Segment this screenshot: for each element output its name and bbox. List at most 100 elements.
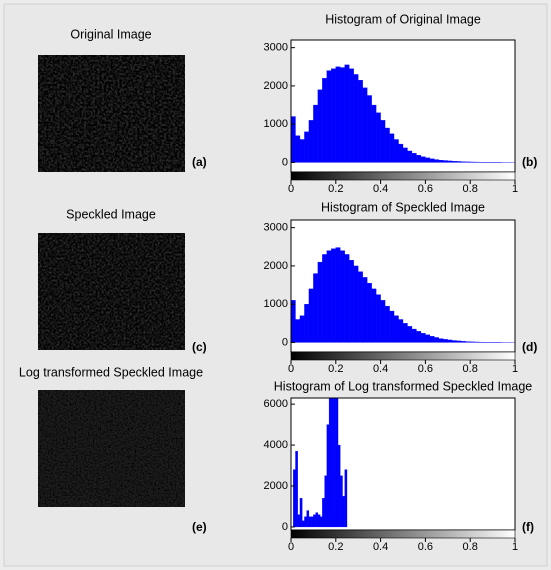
image-label: (e) bbox=[192, 520, 207, 534]
bar bbox=[326, 424, 330, 528]
bar bbox=[304, 304, 310, 343]
x-tick-label: 0.8 bbox=[463, 363, 478, 375]
bar bbox=[353, 265, 359, 343]
chart-title: Histogram of Speckled Image bbox=[321, 200, 485, 214]
bar bbox=[367, 282, 372, 343]
bar bbox=[416, 155, 422, 163]
bar bbox=[465, 341, 471, 343]
bar bbox=[380, 300, 386, 343]
x-tick-label: 0 bbox=[288, 183, 294, 195]
bar bbox=[313, 514, 316, 528]
bar bbox=[299, 315, 305, 343]
y-tick-label: 1000 bbox=[264, 298, 288, 310]
x-tick-label: 1 bbox=[512, 183, 518, 195]
histogram-label: (d) bbox=[522, 340, 537, 354]
bar bbox=[447, 339, 453, 343]
bar bbox=[389, 310, 395, 343]
bar bbox=[295, 451, 298, 528]
bar bbox=[461, 341, 466, 343]
bar bbox=[313, 273, 319, 343]
bar bbox=[380, 120, 386, 163]
bar bbox=[306, 510, 310, 528]
bar bbox=[304, 516, 307, 528]
bar bbox=[375, 294, 381, 343]
bar bbox=[349, 260, 354, 343]
x-tick-label: 0.8 bbox=[463, 541, 478, 553]
bar bbox=[362, 87, 368, 163]
bar bbox=[302, 520, 305, 528]
bar bbox=[393, 315, 399, 343]
bar bbox=[299, 139, 305, 163]
bar bbox=[342, 496, 345, 528]
bar bbox=[324, 475, 327, 528]
bar bbox=[315, 512, 319, 528]
bar bbox=[438, 159, 444, 163]
bar bbox=[456, 340, 462, 343]
y-tick-label: 2000 bbox=[264, 80, 288, 92]
y-tick-label: 3000 bbox=[264, 222, 288, 234]
bar bbox=[317, 514, 321, 528]
bar bbox=[337, 444, 341, 528]
bars bbox=[291, 247, 515, 343]
bar bbox=[335, 247, 341, 343]
bar bbox=[443, 339, 448, 343]
colorbar bbox=[290, 529, 516, 539]
bar bbox=[384, 305, 390, 343]
y-tick-label: 6000 bbox=[264, 398, 288, 410]
bar bbox=[308, 516, 312, 528]
bar bbox=[319, 516, 323, 528]
bar bbox=[335, 66, 341, 163]
chart-title: Histogram of Log transformed Speckled Im… bbox=[274, 379, 533, 393]
bar bbox=[291, 116, 296, 163]
bar bbox=[425, 334, 431, 343]
bar bbox=[434, 159, 439, 163]
colorbar bbox=[290, 171, 516, 181]
bar bbox=[308, 120, 314, 163]
bar bbox=[293, 469, 296, 528]
y-tick-label: 2000 bbox=[264, 480, 288, 492]
bar bbox=[438, 338, 444, 343]
bar bbox=[407, 326, 413, 343]
bar bbox=[429, 158, 435, 163]
x-tick-label: 0.6 bbox=[418, 541, 433, 553]
x-tick-label: 0 bbox=[288, 541, 294, 553]
bar bbox=[295, 135, 301, 163]
bar bbox=[465, 161, 471, 163]
x-tick-label: 1 bbox=[512, 363, 518, 375]
x-tick-label: 0.4 bbox=[373, 541, 388, 553]
bar bbox=[461, 161, 466, 163]
bar bbox=[420, 333, 426, 343]
x-tick-label: 1 bbox=[512, 541, 518, 553]
bar bbox=[371, 288, 377, 343]
bar bbox=[317, 261, 323, 343]
bar bbox=[340, 67, 345, 163]
bar bbox=[317, 89, 323, 163]
y-tick-label: 2000 bbox=[264, 260, 288, 272]
bar bbox=[452, 340, 457, 343]
bar bbox=[322, 498, 325, 528]
bar bbox=[353, 74, 359, 163]
bar bbox=[340, 250, 345, 343]
y-tick-label: 1000 bbox=[264, 118, 288, 130]
bar bbox=[402, 147, 408, 163]
image-texture bbox=[38, 233, 185, 350]
bar bbox=[358, 271, 363, 343]
bar bbox=[411, 153, 417, 163]
image-label: (a) bbox=[192, 155, 207, 169]
y-tick-label: 0 bbox=[282, 336, 288, 348]
bars bbox=[293, 398, 348, 528]
y-tick-label: 0 bbox=[282, 156, 288, 168]
x-tick-label: 0.6 bbox=[418, 363, 433, 375]
bars bbox=[291, 64, 515, 163]
bar bbox=[411, 328, 417, 343]
bar bbox=[407, 150, 413, 163]
image-title: Original Image bbox=[70, 27, 151, 41]
bar bbox=[344, 64, 350, 163]
bar bbox=[434, 337, 439, 343]
bar bbox=[322, 78, 327, 163]
x-tick-label: 0.2 bbox=[328, 541, 343, 553]
bar bbox=[335, 398, 339, 528]
bar bbox=[398, 319, 404, 343]
